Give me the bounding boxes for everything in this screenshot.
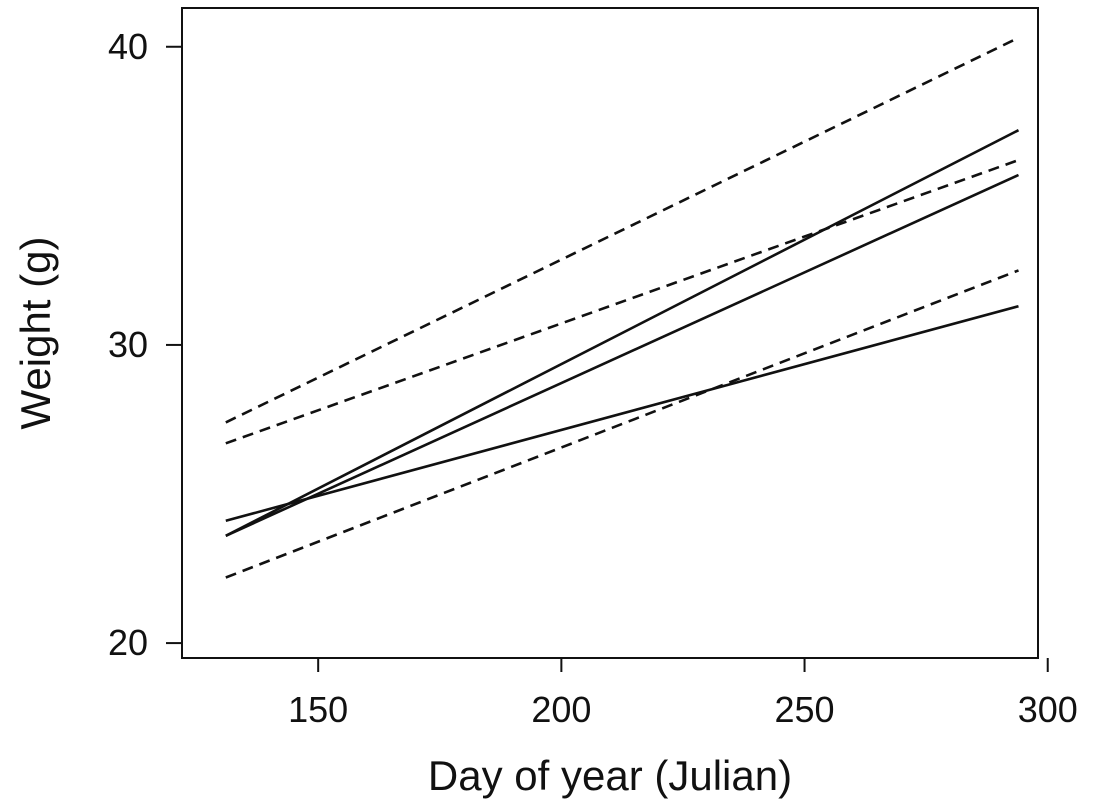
solid-line-2 <box>225 173 1020 537</box>
dashed-line-6 <box>225 269 1019 579</box>
x-tick-label: 150 <box>288 689 348 730</box>
x-tick-label: 250 <box>775 689 835 730</box>
plot-frame <box>181 7 1039 659</box>
x-tick-label: 300 <box>1018 689 1078 730</box>
x-axis-title: Day of year (Julian) <box>428 752 792 799</box>
x-axis: 150 200 250 300 <box>288 658 1078 730</box>
y-axis: 20 30 40 <box>108 26 182 663</box>
solid-line-1 <box>225 129 1020 537</box>
y-tick-label: 20 <box>108 622 148 663</box>
series-layer <box>225 36 1020 579</box>
x-tick-label: 200 <box>531 689 591 730</box>
y-tick-label: 40 <box>108 26 148 67</box>
y-axis-title: Weight (g) <box>12 237 59 430</box>
dashed-line-5 <box>225 158 1019 445</box>
y-tick-label: 30 <box>108 324 148 365</box>
dashed-line-4 <box>225 36 1020 424</box>
solid-line-3 <box>225 304 1019 523</box>
